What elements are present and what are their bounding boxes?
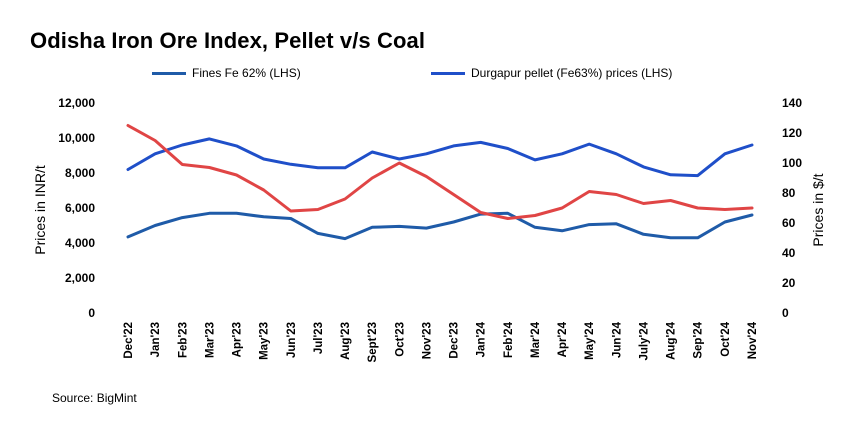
series-line-coal bbox=[126, 124, 754, 220]
series-lines bbox=[126, 124, 754, 241]
y-left-tick-label: 6,000 bbox=[65, 201, 95, 215]
y-axis-left: 0 2,000 4,000 6,000 8,000 10,000 12,000 bbox=[58, 96, 95, 320]
legend-label-pellet: Durgapur pellet (Fe63%) prices (LHS) bbox=[471, 66, 673, 80]
x-tick-label: Aug'24 bbox=[666, 321, 678, 359]
x-tick-label: May'24 bbox=[584, 321, 596, 360]
y-left-tick-label: 2,000 bbox=[65, 271, 95, 285]
x-tick-label: Jun'23 bbox=[286, 322, 298, 358]
y-right-tick-label: 100 bbox=[782, 156, 802, 170]
legend-item-fines: Fines Fe 62% (LHS) bbox=[152, 66, 301, 80]
x-tick-label: Jun'24 bbox=[611, 321, 623, 358]
chart-title: Odisha Iron Ore Index, Pellet v/s Coal bbox=[30, 28, 426, 53]
x-tick-label: Apr'24 bbox=[557, 321, 569, 357]
series-line-fines bbox=[126, 211, 754, 241]
y-left-tick-label: 10,000 bbox=[58, 131, 95, 145]
y-right-tick-label: 40 bbox=[782, 246, 796, 260]
x-tick-label: Dec'23 bbox=[449, 322, 461, 359]
x-tick-label: Oct'24 bbox=[720, 321, 732, 356]
source-note: Source: BigMint bbox=[52, 391, 137, 405]
series-line-pellet bbox=[126, 137, 754, 178]
y-right-tick-label: 60 bbox=[782, 216, 796, 230]
x-tick-label: Mar'23 bbox=[204, 322, 216, 358]
y-left-tick-label: 4,000 bbox=[65, 236, 95, 250]
legend: Fines Fe 62% (LHS) Durgapur pellet (Fe63… bbox=[0, 66, 849, 84]
legend-swatch-fines bbox=[152, 71, 186, 75]
x-tick-label: Dec'22 bbox=[123, 322, 135, 359]
y-right-tick-label: 80 bbox=[782, 186, 796, 200]
y-left-tick-label: 12,000 bbox=[58, 96, 95, 110]
y-right-tick-label: 140 bbox=[782, 96, 802, 110]
y-axis-left-title: Prices in INR/t bbox=[32, 165, 48, 255]
legend-swatch-pellet bbox=[431, 71, 465, 75]
x-tick-label: Apr'23 bbox=[232, 322, 244, 357]
x-tick-label: Feb'23 bbox=[177, 322, 189, 358]
x-tick-label: Jan'24 bbox=[476, 321, 488, 357]
y-left-tick-label: 0 bbox=[88, 306, 95, 320]
x-tick-label: Aug'23 bbox=[340, 322, 352, 360]
x-tick-label: July'24 bbox=[638, 321, 650, 360]
legend-item-pellet: Durgapur pellet (Fe63%) prices (LHS) bbox=[431, 66, 672, 80]
y-right-tick-label: 0 bbox=[782, 306, 789, 320]
x-tick-label: Nov'23 bbox=[421, 322, 433, 359]
x-tick-label: Jul'23 bbox=[313, 322, 325, 354]
x-tick-label: Sept'23 bbox=[367, 322, 379, 362]
x-tick-label: May'23 bbox=[259, 322, 271, 360]
x-tick-label: Nov'24 bbox=[747, 321, 759, 359]
legend-label-fines: Fines Fe 62% (LHS) bbox=[192, 66, 301, 80]
y-left-tick-label: 8,000 bbox=[65, 166, 95, 180]
y-axis-right: 0 20 40 60 80 100 120 140 bbox=[782, 96, 802, 320]
x-tick-label: Mar'24 bbox=[530, 321, 542, 358]
x-tick-label: Jan'23 bbox=[150, 322, 162, 357]
x-tick-label: Feb'24 bbox=[503, 321, 515, 358]
y-axis-right-title: Prices in $/t bbox=[810, 173, 826, 246]
x-tick-label: Oct'23 bbox=[394, 322, 406, 357]
y-right-tick-label: 120 bbox=[782, 126, 802, 140]
x-axis: Dec'22 Jan'23 Feb'23 Mar'23 Apr'23 May'23 Jun'… bbox=[123, 321, 759, 362]
y-right-tick-label: 20 bbox=[782, 276, 796, 290]
x-tick-label: Sep'24 bbox=[693, 321, 705, 358]
